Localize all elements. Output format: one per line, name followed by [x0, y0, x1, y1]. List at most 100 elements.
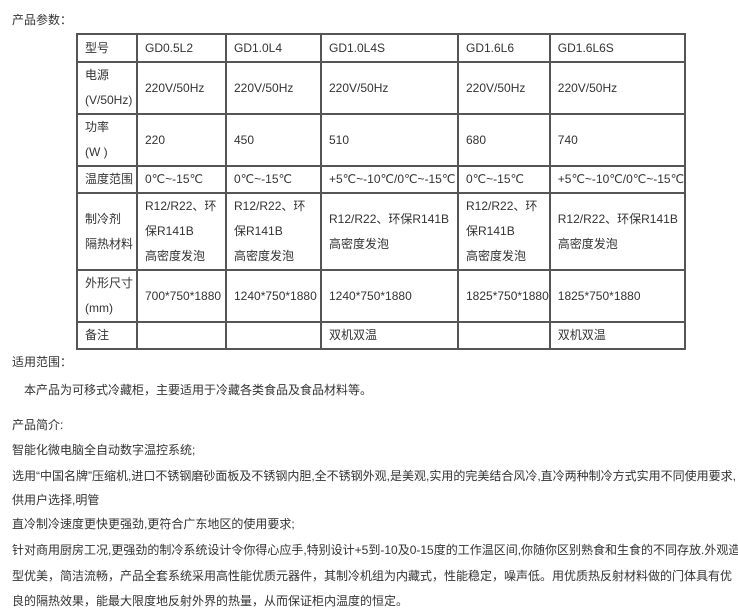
intro-line: 型优美，简洁流畅，产品全套系统采用高性能优质元器件，其制冷机组为内藏式，性能稳定…: [12, 569, 733, 583]
cell-text: GD1.6L6: [466, 40, 515, 55]
cell-text: 220V/50Hz: [557, 80, 618, 95]
cell-text: R12/R22、环保R141B: [329, 211, 450, 226]
cell-text: 高密度发泡: [234, 249, 295, 263]
cell-text: 220V/50Hz: [145, 80, 205, 95]
cell-text: 高密度发泡: [557, 236, 618, 251]
table-cell: 1240*750*1880: [320, 269, 459, 323]
cell-text: 220: [145, 132, 166, 147]
intro-line: 供用户选择,明管: [12, 493, 100, 507]
table-cell: 0℃~-15℃: [225, 165, 322, 194]
cell-text: GD1.0L4S: [329, 40, 386, 55]
table-cell: [136, 321, 227, 350]
cell-text: 高密度发泡: [145, 249, 206, 263]
table-row: 型号 GD0.5L2 GD1.0L4 GD1.0L4S GD1.6L6 GD1.6L6S: [76, 33, 687, 63]
cell-text: R12/R22、环: [145, 199, 217, 213]
row-label: 功率 (W ): [76, 113, 138, 167]
cell-text: R12/R22、环保R141B: [557, 211, 678, 226]
intro-line: 直冷制冷速度更快更强劲,更符合广东地区的使用要求;: [12, 517, 295, 531]
cell-text: 双机双温: [329, 328, 378, 342]
row-label: 制冷剂 隔热材料: [76, 192, 138, 271]
cell-text: 保R141B: [234, 224, 283, 238]
cell-text: (mm): [85, 301, 113, 315]
cell-text: 保R141B: [466, 224, 515, 238]
table-cell: 220V/50Hz: [320, 61, 459, 115]
table-cell: [457, 321, 551, 350]
row-label: 外形尺寸 (mm): [76, 269, 138, 323]
table-cell: 1825*750*1880: [457, 269, 551, 323]
table-cell: 1240*750*1880: [225, 269, 322, 323]
intro-line: 良的隔热效果，能最大限度地反射外界的热量，从而保证柜内温度的恒定。: [12, 594, 409, 608]
row-label: 温度范围: [76, 165, 138, 194]
table-cell: 220V/50Hz: [225, 61, 322, 115]
table-cell: 680: [457, 113, 551, 167]
cell-text: 740: [557, 132, 578, 147]
cell-text: 外形尺寸: [85, 276, 134, 290]
intro-line: 智能化微电脑全自动数字温控系统;: [12, 443, 196, 457]
table-cell: 220: [136, 113, 227, 167]
table-cell: R12/R22、环保R141B 高密度发泡: [320, 192, 459, 271]
cell-text: 220V/50Hz: [329, 80, 389, 95]
table-cell: 700*750*1880: [136, 269, 227, 323]
cell-text: GD0.5L2: [145, 40, 194, 55]
cell-text: 1240*750*1880: [234, 288, 317, 303]
table-cell: 220V/50Hz: [136, 61, 227, 115]
cell-text: 电源: [85, 68, 110, 82]
table-cell: 510: [320, 113, 459, 167]
scope-heading: 适用范围：: [12, 355, 73, 369]
cell-text: 功率: [85, 120, 110, 134]
table-cell: +5℃~-10℃/0℃~-15℃: [548, 165, 687, 194]
cell-text: 220V/50Hz: [234, 80, 294, 95]
cell-text: R12/R22、环: [234, 199, 306, 213]
cell-text: 1240*750*1880: [329, 288, 412, 303]
cell-text: 0℃~-15℃: [234, 172, 292, 186]
table-row: 备注 双机双温 双机双温: [76, 321, 687, 350]
table-row: 制冷剂 隔热材料 R12/R22、环 保R141B 高密度发泡 R12/R22、环 保R14…: [76, 192, 687, 271]
table-cell: 740: [548, 113, 687, 167]
intro-heading: 产品简介:: [12, 418, 64, 432]
table-cell: 双机双温: [320, 321, 459, 350]
cell-text: 备注: [85, 328, 110, 342]
table-cell: 0℃~-15℃: [136, 165, 227, 194]
cell-text: +5℃~-10℃/0℃~-15℃: [557, 172, 685, 186]
row-label: 备注: [76, 321, 138, 350]
table-cell: 双机双温: [548, 321, 687, 350]
table-row: 电源 (V/50Hz) 220V/50Hz 220V/50Hz 220V/50Hz 220…: [76, 61, 687, 115]
table-cell: 220V/50Hz: [548, 61, 687, 115]
table-cell: 220V/50Hz: [457, 61, 551, 115]
table-cell: GD1.6L6: [457, 33, 551, 63]
table-cell: 450: [225, 113, 322, 167]
cell-text: 1825*750*1880: [557, 288, 641, 303]
cell-text: GD1.0L4: [234, 40, 283, 55]
cell-text: (V/50Hz): [85, 93, 133, 107]
cell-text: 保R141B: [145, 224, 194, 238]
cell-text: 0℃~-15℃: [466, 172, 524, 186]
row-label: 电源 (V/50Hz): [76, 61, 138, 115]
table-cell: GD0.5L2: [136, 33, 227, 63]
cell-text: 680: [466, 132, 487, 147]
cell-text: 型号: [85, 40, 110, 55]
params-heading: 产品参数：: [12, 13, 73, 27]
cell-text: R12/R22、环: [466, 199, 538, 213]
cell-text: 双机双温: [557, 328, 606, 342]
table-cell: [225, 321, 322, 350]
row-label: 型号: [76, 33, 138, 63]
table-cell: GD1.0L4S: [320, 33, 459, 63]
cell-text: 0℃~-15℃: [145, 172, 203, 186]
cell-text: 1825*750*1880: [466, 288, 549, 303]
cell-text: 隔热材料: [85, 236, 134, 251]
cell-text: 制冷剂: [85, 211, 122, 226]
cell-text: GD1.6L6S: [557, 40, 614, 55]
table-row: 功率 (W ) 220 450 510 680 740: [76, 113, 687, 167]
table-row: 外形尺寸 (mm) 700*750*1880 1240*750*1880 1240*75…: [76, 269, 687, 323]
cell-text: 510: [329, 132, 350, 147]
table-cell: GD1.6L6S: [548, 33, 687, 63]
cell-text: 高密度发泡: [329, 236, 390, 251]
scope-text: 本产品为可移式冷藏柜，主要适用于冷藏各类食品及食品材料等。: [24, 383, 373, 397]
cell-text: 450: [234, 132, 255, 147]
table-cell: R12/R22、环保R141B 高密度发泡: [136, 192, 227, 271]
table-row: 温度范围 0℃~-15℃ 0℃~-15℃ +5℃~-10℃/0℃~-15℃ 0℃~-15…: [76, 165, 687, 194]
table-cell: 1825*750*1880: [548, 269, 687, 323]
table-cell: 0℃~-15℃: [457, 165, 551, 194]
table-cell: GD1.0L4: [225, 33, 322, 63]
intro-line: 针对商用厨房工况,更强劲的制冷系统设计令你得心应手,特别设计+5到-10及0-1…: [12, 543, 738, 557]
